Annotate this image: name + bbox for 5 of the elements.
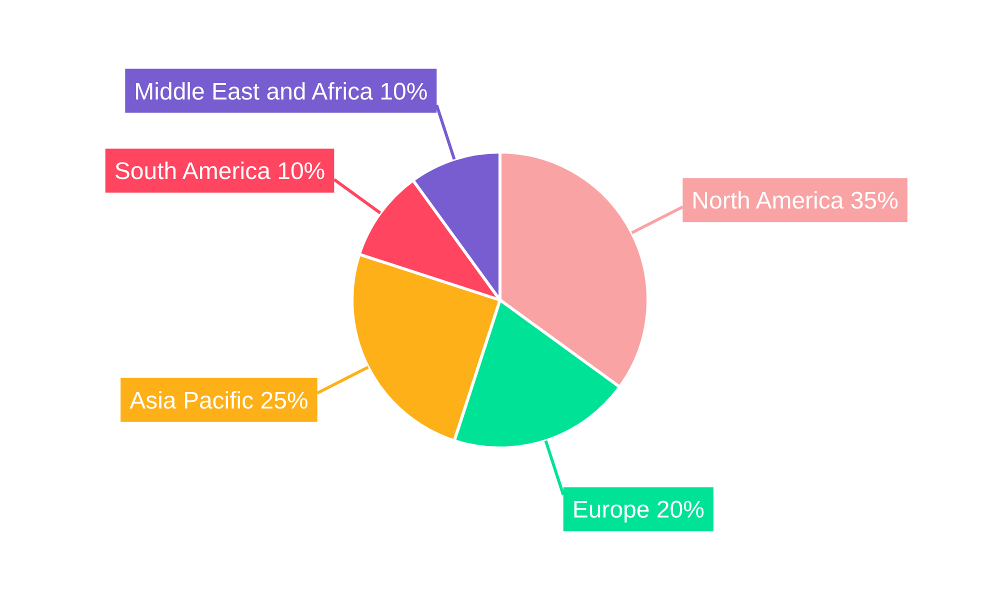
- slice-label: Europe 20%: [572, 496, 704, 524]
- slice-label: North America 35%: [692, 188, 898, 215]
- slice-label: South America 10%: [114, 158, 326, 186]
- slice-label: Middle East and Africa 10%: [134, 78, 428, 106]
- slice-label: Asia Pacific 25%: [130, 387, 308, 414]
